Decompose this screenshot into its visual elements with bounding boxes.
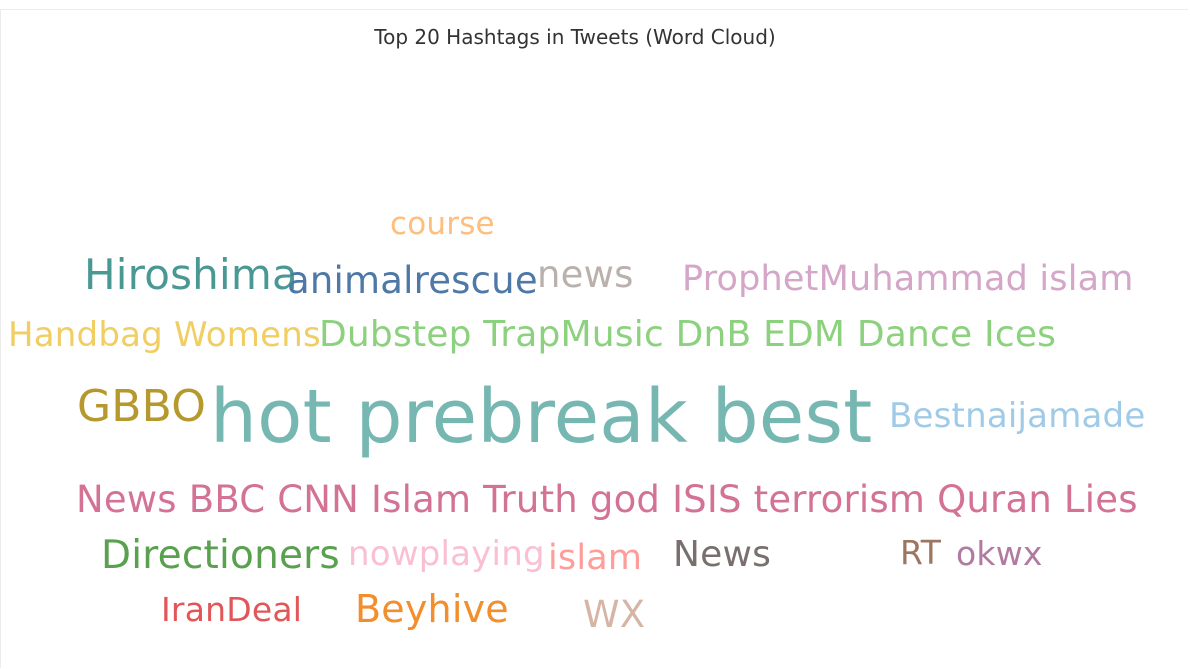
word-20: okwx — [956, 534, 1043, 573]
chart-title: Top 20 Hashtags in Tweets (Word Cloud) — [374, 25, 776, 49]
word-2: News BBC CNN Islam Truth god ISIS terror… — [76, 478, 1138, 521]
word-4: GBBO — [77, 381, 207, 432]
word-14: islam — [548, 538, 643, 578]
word-7: animalrescue — [287, 259, 538, 302]
word-8: news — [537, 253, 634, 296]
chart-frame — [0, 9, 1188, 668]
word-17: nowplaying — [348, 534, 545, 574]
word-16: course — [390, 206, 495, 242]
word-9: Beyhive — [355, 587, 509, 631]
word-6: Directioners — [101, 533, 340, 578]
word-12: Handbag Womens — [8, 315, 321, 355]
word-13: News — [673, 534, 772, 575]
word-19: RT — [900, 533, 942, 572]
word-18: IranDeal — [161, 590, 303, 629]
word-5: Hiroshima — [84, 250, 298, 299]
word-11: ProphetMuhammad islam — [682, 259, 1134, 299]
word-1: hot prebreak best — [210, 374, 873, 460]
word-10: Bestnaijamade — [889, 396, 1146, 436]
word-3: Dubstep TrapMusic DnB EDM Dance Ices — [319, 314, 1057, 355]
word-15: WX — [583, 593, 646, 636]
